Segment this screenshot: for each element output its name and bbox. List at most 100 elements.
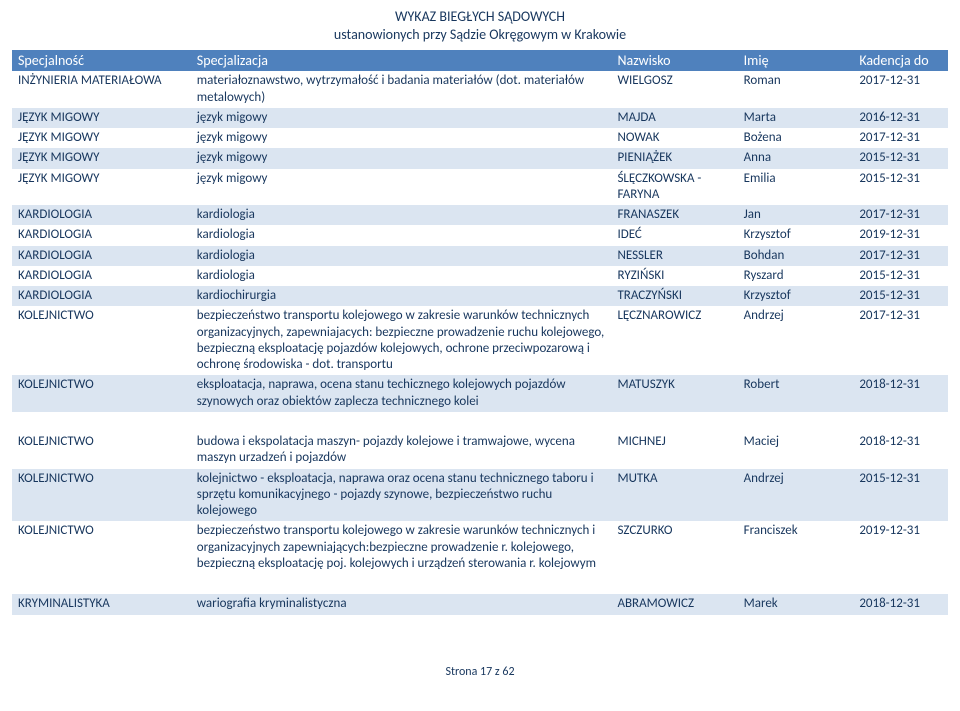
page-title: WYKAZ BIEGŁYCH SĄDOWYCH ustanowionych pr… xyxy=(12,8,948,44)
cell-spec: KRYMINALISTYKA xyxy=(12,594,191,614)
cell-specj: materiałoznawstwo, wytrzymałość i badani… xyxy=(191,71,612,108)
cell-kad: 2018-12-31 xyxy=(853,375,948,412)
col-specj: Specjalizacja xyxy=(191,50,612,71)
cell-kad: 2017-12-31 xyxy=(853,128,948,148)
page: WYKAZ BIEGŁYCH SĄDOWYCH ustanowionych pr… xyxy=(0,0,960,699)
cell-imie: Bożena xyxy=(738,128,854,148)
cell-kad: 2015-12-31 xyxy=(853,148,948,168)
cell-spec: KOLEJNICTWO xyxy=(12,432,191,469)
table-row: KOLEJNICTWOkolejnictwo - eksploatacja, n… xyxy=(12,469,948,522)
cell-specj: kardiologia xyxy=(191,205,612,225)
cell-imie: Jan xyxy=(738,205,854,225)
cell-nazw: MUTKA xyxy=(611,469,737,522)
cell-nazw: ABRAMOWICZ xyxy=(611,594,737,614)
table-row: JĘZYK MIGOWYjęzyk migowyPIENIĄŻEKAnna201… xyxy=(12,148,948,168)
page-footer: Strona 17 z 62 xyxy=(12,665,948,679)
table-row: KARDIOLOGIAkardiochirurgiaTRACZYŃSKIKrzy… xyxy=(12,286,948,306)
cell-nazw: ŚLĘCZKOWSKA - FARYNA xyxy=(611,169,737,206)
cell-imie: Emilia xyxy=(738,169,854,206)
cell-kad: 2019-12-31 xyxy=(853,521,948,574)
cell-nazw: SZCZURKO xyxy=(611,521,737,574)
table-row: KARDIOLOGIAkardiologiaFRANASZEKJan2017-1… xyxy=(12,205,948,225)
table-row: INŻYNIERIA MATERIAŁOWAmateriałoznawstwo,… xyxy=(12,71,948,108)
cell-specj: bezpieczeństwo transportu kolejowego w z… xyxy=(191,521,612,574)
cell-kad: 2015-12-31 xyxy=(853,286,948,306)
cell-kad: 2018-12-31 xyxy=(853,432,948,469)
cell-spec: KOLEJNICTWO xyxy=(12,375,191,412)
cell-imie: Robert xyxy=(738,375,854,412)
cell-specj: budowa i ekspolatacja maszyn- pojazdy ko… xyxy=(191,432,612,469)
cell-imie: Marta xyxy=(738,108,854,128)
cell-imie: Roman xyxy=(738,71,854,108)
cell-specj: wariografia kryminalistyczna xyxy=(191,594,612,614)
cell-nazw: FRANASZEK xyxy=(611,205,737,225)
cell-spec: KARDIOLOGIA xyxy=(12,266,191,286)
cell-kad: 2017-12-31 xyxy=(853,306,948,375)
cell-spec: KOLEJNICTWO xyxy=(12,521,191,574)
table-row xyxy=(12,574,948,594)
cell-kad: 2015-12-31 xyxy=(853,266,948,286)
cell-specj: kolejnictwo - eksploatacja, naprawa oraz… xyxy=(191,469,612,522)
cell-imie: Ryszard xyxy=(738,266,854,286)
table-row: JĘZYK MIGOWYjęzyk migowyMAJDAMarta2016-1… xyxy=(12,108,948,128)
cell-spec: INŻYNIERIA MATERIAŁOWA xyxy=(12,71,191,108)
cell-imie: Bohdan xyxy=(738,246,854,266)
cell-kad: 2016-12-31 xyxy=(853,108,948,128)
cell-specj: język migowy xyxy=(191,108,612,128)
cell-nazw: WIELGOSZ xyxy=(611,71,737,108)
cell-specj: kardiologia xyxy=(191,266,612,286)
cell-nazw: MATUSZYK xyxy=(611,375,737,412)
title-line-1: WYKAZ BIEGŁYCH SĄDOWYCH xyxy=(12,8,948,26)
table-row: KOLEJNICTWObezpieczeństwo transportu kol… xyxy=(12,521,948,574)
table-row: JĘZYK MIGOWYjęzyk migowyŚLĘCZKOWSKA - FA… xyxy=(12,169,948,206)
cell-spec: JĘZYK MIGOWY xyxy=(12,148,191,168)
cell-specj: kardiologia xyxy=(191,246,612,266)
table-row: KARDIOLOGIAkardiologiaRYZIŃSKIRyszard201… xyxy=(12,266,948,286)
cell-imie: Marek xyxy=(738,594,854,614)
cell-nazw: TRACZYŃSKI xyxy=(611,286,737,306)
cell-imie: Andrzej xyxy=(738,469,854,522)
title-line-2: ustanowionych przy Sądzie Okręgowym w Kr… xyxy=(12,26,948,44)
cell-specj: język migowy xyxy=(191,128,612,148)
spacer-cell xyxy=(12,412,948,432)
cell-kad: 2015-12-31 xyxy=(853,469,948,522)
table-header-row: Specjalność Specjalizacja Nazwisko Imię … xyxy=(12,50,948,71)
col-kad: Kadencja do xyxy=(853,50,948,71)
cell-spec: KOLEJNICTWO xyxy=(12,469,191,522)
cell-kad: 2017-12-31 xyxy=(853,71,948,108)
cell-nazw: LĘCZNAROWICZ xyxy=(611,306,737,375)
cell-spec: JĘZYK MIGOWY xyxy=(12,108,191,128)
cell-specj: kardiologia xyxy=(191,225,612,245)
col-nazw: Nazwisko xyxy=(611,50,737,71)
cell-kad: 2015-12-31 xyxy=(853,169,948,206)
table-row xyxy=(12,412,948,432)
cell-specj: bezpieczeństwo transportu kolejowego w z… xyxy=(191,306,612,375)
cell-spec: KARDIOLOGIA xyxy=(12,246,191,266)
cell-nazw: NOWAK xyxy=(611,128,737,148)
cell-specj: język migowy xyxy=(191,148,612,168)
cell-kad: 2017-12-31 xyxy=(853,246,948,266)
table-row: KOLEJNICTWOeksploatacja, naprawa, ocena … xyxy=(12,375,948,412)
cell-nazw: MICHNEJ xyxy=(611,432,737,469)
cell-spec: KARDIOLOGIA xyxy=(12,225,191,245)
cell-nazw: RYZIŃSKI xyxy=(611,266,737,286)
table-row: KARDIOLOGIAkardiologiaIDEĆKrzysztof2019-… xyxy=(12,225,948,245)
cell-spec: JĘZYK MIGOWY xyxy=(12,169,191,206)
cell-spec: KARDIOLOGIA xyxy=(12,286,191,306)
cell-imie: Maciej xyxy=(738,432,854,469)
cell-imie: Franciszek xyxy=(738,521,854,574)
cell-specj: eksploatacja, naprawa, ocena stanu techi… xyxy=(191,375,612,412)
cell-spec: KARDIOLOGIA xyxy=(12,205,191,225)
table-row: KOLEJNICTWObudowa i ekspolatacja maszyn-… xyxy=(12,432,948,469)
cell-nazw: PIENIĄŻEK xyxy=(611,148,737,168)
col-imie: Imię xyxy=(738,50,854,71)
table-row: KOLEJNICTWObezpieczeństwo transportu kol… xyxy=(12,306,948,375)
cell-kad: 2018-12-31 xyxy=(853,594,948,614)
experts-table: Specjalność Specjalizacja Nazwisko Imię … xyxy=(12,50,948,614)
col-spec: Specjalność xyxy=(12,50,191,71)
cell-spec: KOLEJNICTWO xyxy=(12,306,191,375)
cell-specj: język migowy xyxy=(191,169,612,206)
cell-imie: Krzysztof xyxy=(738,225,854,245)
cell-imie: Krzysztof xyxy=(738,286,854,306)
cell-nazw: MAJDA xyxy=(611,108,737,128)
